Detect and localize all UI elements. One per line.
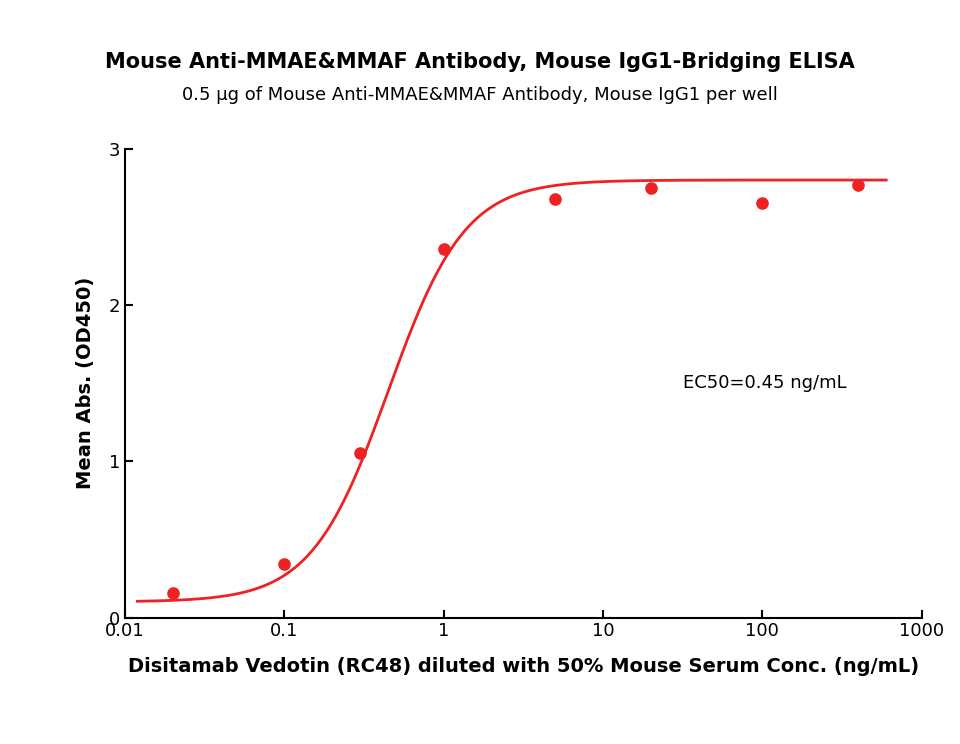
X-axis label: Disitamab Vedotin (RC48) diluted with 50% Mouse Serum Conc. (ng/mL): Disitamab Vedotin (RC48) diluted with 50…	[128, 657, 919, 676]
Text: Mouse Anti-MMAE&MMAF Antibody, Mouse IgG1-Bridging ELISA: Mouse Anti-MMAE&MMAF Antibody, Mouse IgG…	[106, 52, 854, 72]
Text: 0.5 μg of Mouse Anti-MMAE&MMAF Antibody, Mouse IgG1 per well: 0.5 μg of Mouse Anti-MMAE&MMAF Antibody,…	[182, 86, 778, 103]
Point	[352, 447, 368, 459]
Point	[436, 243, 451, 254]
Point	[165, 586, 180, 598]
Point	[276, 559, 292, 571]
Point	[547, 193, 563, 205]
Point	[643, 182, 659, 193]
Point	[851, 179, 866, 190]
Point	[755, 197, 770, 210]
Y-axis label: Mean Abs. (OD450): Mean Abs. (OD450)	[76, 277, 94, 490]
Text: EC50=0.45 ng/mL: EC50=0.45 ng/mL	[683, 374, 846, 392]
